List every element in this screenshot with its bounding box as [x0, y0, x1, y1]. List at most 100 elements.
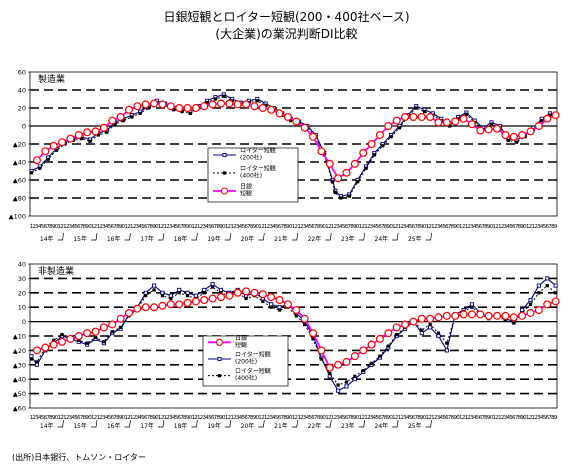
- x-tick-label: 3: [537, 224, 541, 230]
- x-tick-label: 4: [105, 415, 109, 421]
- x-tick-label: 0: [356, 415, 360, 421]
- x-tick-label: 3: [269, 224, 273, 230]
- x-tick-label: 4: [473, 224, 477, 230]
- point-boj: [58, 337, 67, 346]
- x-tick-label: 0: [389, 224, 393, 230]
- x-tick-label: 3: [403, 415, 407, 421]
- x-tick-label: 8: [417, 415, 421, 421]
- point-r400: [277, 308, 282, 312]
- legend-label: ロイター短観: [235, 351, 271, 359]
- x-tick-label: 2: [467, 415, 471, 421]
- x-tick-label: 2: [434, 415, 438, 421]
- point-r400: [506, 138, 510, 142]
- x-tick-label: 1: [197, 224, 201, 230]
- x-tick-label: 8: [216, 224, 220, 230]
- point-boj: [225, 99, 234, 108]
- x-tick-label: 9: [152, 415, 156, 421]
- point-boj: [501, 311, 510, 320]
- x-tick-label: 1: [158, 224, 162, 230]
- x-tick-label: 4: [506, 224, 510, 230]
- x-tick-label: 1: [526, 224, 530, 230]
- x-tick-label: 5: [108, 224, 112, 230]
- x-tick-label: 5: [74, 415, 78, 421]
- year-label: 16年: [107, 422, 121, 430]
- point-boj: [375, 334, 384, 343]
- year-label: 18年: [174, 422, 188, 430]
- x-tick-label: 6: [311, 224, 315, 230]
- point-boj: [367, 140, 376, 149]
- x-tick-label: 5: [342, 415, 346, 421]
- x-tick-label: 2: [300, 415, 304, 421]
- point-boj: [384, 121, 393, 130]
- point-boj: [91, 327, 100, 336]
- year-bracket: [157, 232, 165, 241]
- x-tick-label: 8: [551, 224, 555, 230]
- x-tick-label: 1: [498, 224, 502, 230]
- x-tick-label: 0: [55, 415, 59, 421]
- x-tick-label: 5: [442, 224, 446, 230]
- point-boj: [309, 132, 318, 141]
- point-boj: [551, 297, 560, 306]
- x-tick-label: 8: [83, 415, 87, 421]
- point-r400: [372, 153, 376, 157]
- x-tick-label: 4: [306, 224, 310, 230]
- point-boj: [309, 329, 318, 338]
- point-r400: [397, 126, 402, 130]
- year-label: 18年: [174, 235, 188, 243]
- x-tick-label: 7: [414, 415, 418, 421]
- x-tick-label: 1: [63, 415, 67, 421]
- year-label: 21年: [274, 422, 288, 430]
- x-tick-label: 2: [400, 224, 404, 230]
- point-r200: [277, 305, 282, 310]
- point-boj: [317, 147, 326, 156]
- x-tick-label: 6: [111, 224, 115, 230]
- point-boj: [275, 296, 284, 305]
- x-tick-label: 2: [267, 224, 271, 230]
- point-r400: [414, 106, 418, 110]
- point-boj: [451, 311, 460, 320]
- x-tick-label: 8: [283, 415, 287, 421]
- x-tick-label: 2: [534, 224, 538, 230]
- x-tick-label: 8: [518, 415, 522, 421]
- x-tick-label: 0: [88, 224, 92, 230]
- x-tick-label: 8: [49, 224, 53, 230]
- point-boj: [551, 111, 560, 120]
- point-boj: [99, 123, 108, 132]
- x-tick-label: 2: [233, 415, 237, 421]
- x-tick-label: 5: [308, 224, 312, 230]
- legend-marker-r400: [217, 374, 222, 378]
- x-tick-label: 7: [80, 224, 84, 230]
- x-tick-label: 0: [122, 224, 126, 230]
- point-r200: [269, 302, 274, 307]
- year-bracket: [392, 232, 399, 241]
- point-r400: [333, 191, 337, 195]
- year-label: 16年: [107, 235, 121, 243]
- point-r400: [38, 166, 42, 170]
- x-tick-label: 1: [258, 415, 262, 421]
- point-r400: [52, 338, 56, 342]
- point-r400: [386, 344, 390, 348]
- y-tick-label: 20: [18, 105, 26, 113]
- x-tick-label: 6: [244, 224, 248, 230]
- x-tick-label: 3: [370, 224, 374, 230]
- x-tick-label: 0: [88, 415, 92, 421]
- year-bracket: [425, 419, 432, 428]
- x-tick-label: 2: [295, 224, 299, 230]
- year-bracket: [157, 419, 165, 428]
- point-r400: [389, 135, 393, 139]
- x-tick-label: 6: [445, 224, 449, 230]
- x-tick-label: 1: [325, 415, 329, 421]
- point-boj: [493, 311, 502, 320]
- x-tick-label: 8: [183, 415, 187, 421]
- point-boj: [49, 340, 58, 349]
- year-bracket: [392, 419, 399, 428]
- x-tick-label: 6: [311, 415, 315, 421]
- x-tick-label: 3: [403, 224, 407, 230]
- legend-label: (200社): [240, 154, 262, 162]
- point-r400: [364, 166, 368, 170]
- point-r200: [168, 293, 173, 298]
- year-label: 23年: [341, 235, 355, 243]
- x-tick-label: 1: [30, 415, 34, 421]
- x-tick-label: 8: [183, 224, 187, 230]
- x-tick-label: 2: [60, 224, 64, 230]
